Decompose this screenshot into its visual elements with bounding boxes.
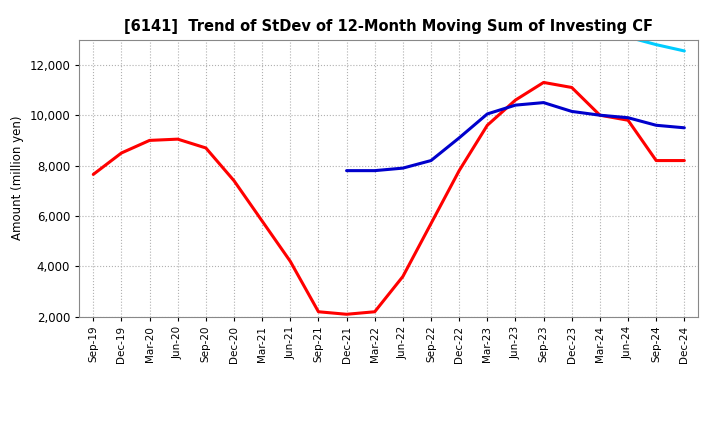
- 5 Years: [399, 165, 408, 171]
- 5 Years: [539, 100, 548, 105]
- 3 Years: [145, 138, 154, 143]
- 5 Years: [483, 111, 492, 117]
- 5 Years: [624, 115, 632, 121]
- 3 Years: [595, 113, 604, 118]
- 3 Years: [427, 221, 436, 226]
- 7 Years: [624, 34, 632, 40]
- Line: 3 Years: 3 Years: [94, 82, 684, 314]
- 3 Years: [117, 150, 126, 156]
- 3 Years: [370, 309, 379, 315]
- 3 Years: [483, 123, 492, 128]
- 3 Years: [455, 168, 464, 173]
- 5 Years: [511, 103, 520, 108]
- 5 Years: [455, 135, 464, 140]
- 7 Years: [652, 42, 660, 47]
- 5 Years: [427, 158, 436, 163]
- 3 Years: [202, 145, 210, 150]
- Title: [6141]  Trend of StDev of 12-Month Moving Sum of Investing CF: [6141] Trend of StDev of 12-Month Moving…: [125, 19, 653, 34]
- 7 Years: [680, 48, 688, 54]
- Line: 7 Years: 7 Years: [572, 37, 684, 51]
- 3 Years: [314, 309, 323, 315]
- 3 Years: [230, 178, 238, 183]
- 5 Years: [370, 168, 379, 173]
- 7 Years: [567, 37, 576, 42]
- 5 Years: [567, 109, 576, 114]
- 3 Years: [174, 136, 182, 142]
- Y-axis label: Amount (million yen): Amount (million yen): [11, 116, 24, 240]
- Line: 5 Years: 5 Years: [346, 103, 684, 171]
- 3 Years: [567, 85, 576, 90]
- 5 Years: [652, 123, 660, 128]
- 7 Years: [595, 34, 604, 40]
- 3 Years: [511, 97, 520, 103]
- 3 Years: [258, 218, 266, 224]
- 3 Years: [89, 172, 98, 177]
- 5 Years: [595, 113, 604, 118]
- 3 Years: [399, 274, 408, 279]
- 5 Years: [680, 125, 688, 130]
- 5 Years: [342, 168, 351, 173]
- 3 Years: [624, 117, 632, 123]
- 3 Years: [652, 158, 660, 163]
- 3 Years: [680, 158, 688, 163]
- 3 Years: [342, 312, 351, 317]
- 3 Years: [539, 80, 548, 85]
- 3 Years: [286, 259, 294, 264]
